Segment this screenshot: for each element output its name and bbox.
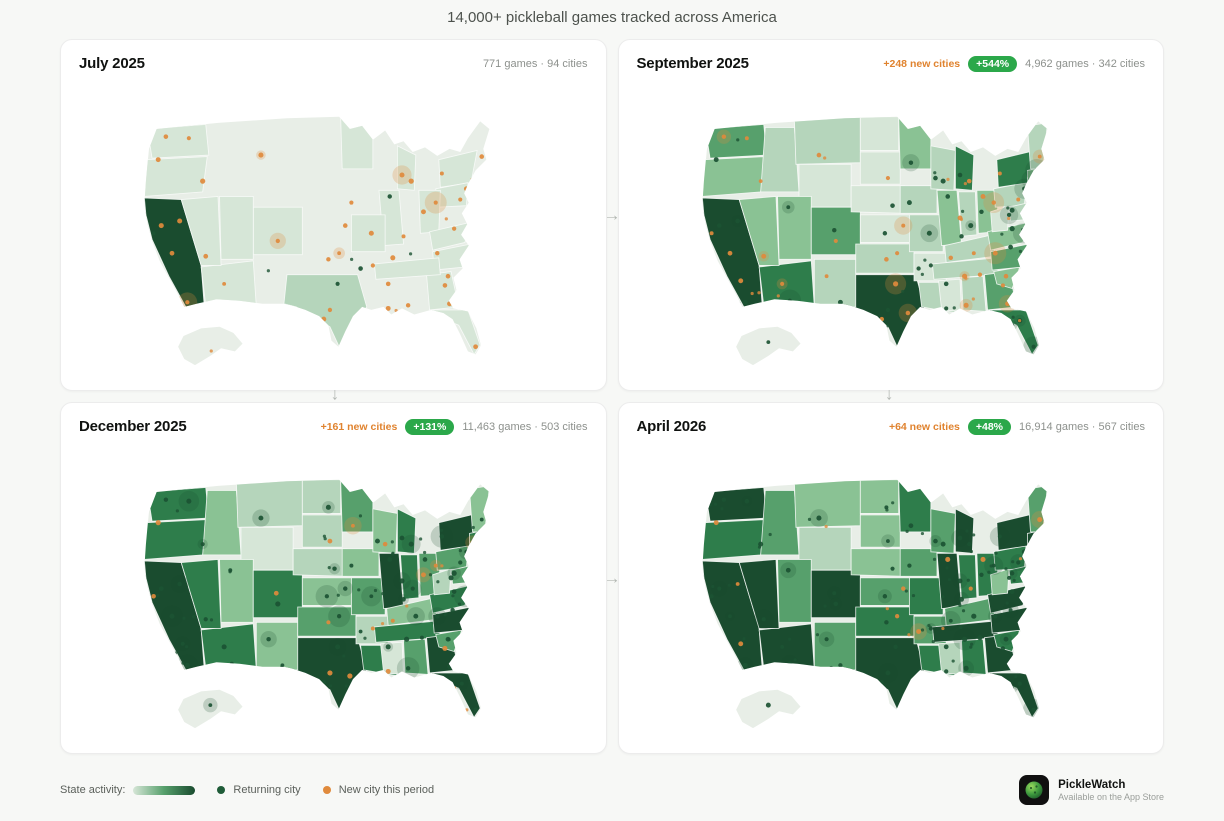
panel-header: December 2025 +161 new cities +131% 11,4… [61, 403, 606, 437]
brand-subtitle: Available on the App Store [1058, 791, 1164, 802]
brand-text: PickleWatch Available on the App Store [1058, 779, 1164, 802]
arrow-right-icon: → [603, 568, 621, 588]
arrow-down-icon: ↓ [884, 384, 894, 404]
panel-meta: 771 games · 94 cities [483, 58, 588, 70]
panel-april-2026: April 2026 +64 new cities +48% 16,914 ga… [617, 402, 1164, 754]
us-map-july-2025 [144, 116, 490, 365]
pickleball-icon [1025, 781, 1043, 799]
arrow-down-icon: ↓ [330, 384, 340, 404]
panel-title: April 2026 [636, 418, 707, 435]
picklewatch-logo-icon [1019, 775, 1050, 805]
panel-meta: +161 new cities +131% 11,463 games · 503… [320, 418, 588, 435]
panel-stats: 4,962 games · 342 cities [1025, 57, 1145, 70]
brand-name: PickleWatch [1058, 778, 1126, 791]
map-container [61, 437, 606, 753]
state-activity-gradient [133, 785, 196, 795]
new-cities-label: +64 new cities [888, 420, 960, 433]
panel-title: July 2025 [79, 55, 145, 72]
legend-label: State activity: [60, 784, 126, 796]
panel-stats: 11,463 games · 503 cities [462, 420, 588, 433]
panel-stats: 16,914 games · 567 cities [1019, 420, 1145, 433]
panel-meta: +64 new cities +48% 16,914 games · 567 c… [888, 418, 1145, 435]
panel-july-2025: July 2025 771 games · 94 cities [60, 39, 607, 391]
app-branding[interactable]: PickleWatch Available on the App Store [1019, 775, 1164, 805]
legend-returning-label: Returning city [233, 784, 301, 796]
growth-badge: +131% [405, 418, 455, 435]
growth-badge: +544% [968, 55, 1018, 72]
new-cities-label: +161 new cities [320, 420, 398, 433]
us-map-december-2025 [144, 479, 490, 728]
legend-new-label: New city this period [338, 784, 435, 796]
map-container [619, 74, 1164, 390]
panel-header: September 2025 +248 new cities +544% 4,9… [619, 40, 1164, 74]
map-container [619, 437, 1164, 753]
new-cities-label: +248 new cities [883, 57, 961, 70]
panel-september-2025: September 2025 +248 new cities +544% 4,9… [617, 39, 1164, 391]
legend: State activity: Returning city New city … [60, 784, 434, 796]
panel-title: December 2025 [79, 418, 187, 435]
panel-header: July 2025 771 games · 94 cities [61, 40, 606, 74]
returning-city-dot-icon [217, 786, 226, 794]
map-container [61, 74, 606, 390]
us-map-april-2026 [702, 479, 1048, 728]
panel-december-2025: December 2025 +161 new cities +131% 11,4… [60, 402, 607, 754]
panel-stats: 771 games · 94 cities [482, 57, 588, 70]
page-title: 14,000+ pickleball games tracked across … [447, 9, 777, 26]
panel-header: April 2026 +64 new cities +48% 16,914 ga… [619, 403, 1164, 437]
us-map-september-2025 [702, 116, 1048, 365]
panels-grid: July 2025 771 games · 94 cities Septembe… [60, 39, 1164, 754]
growth-badge: +48% [967, 418, 1012, 435]
arrow-right-icon: → [603, 205, 621, 225]
panel-title: September 2025 [636, 55, 749, 72]
footer: State activity: Returning city New city … [60, 775, 1164, 805]
panel-meta: +248 new cities +544% 4,962 games · 342 … [883, 55, 1145, 72]
new-city-dot-icon [322, 786, 331, 794]
